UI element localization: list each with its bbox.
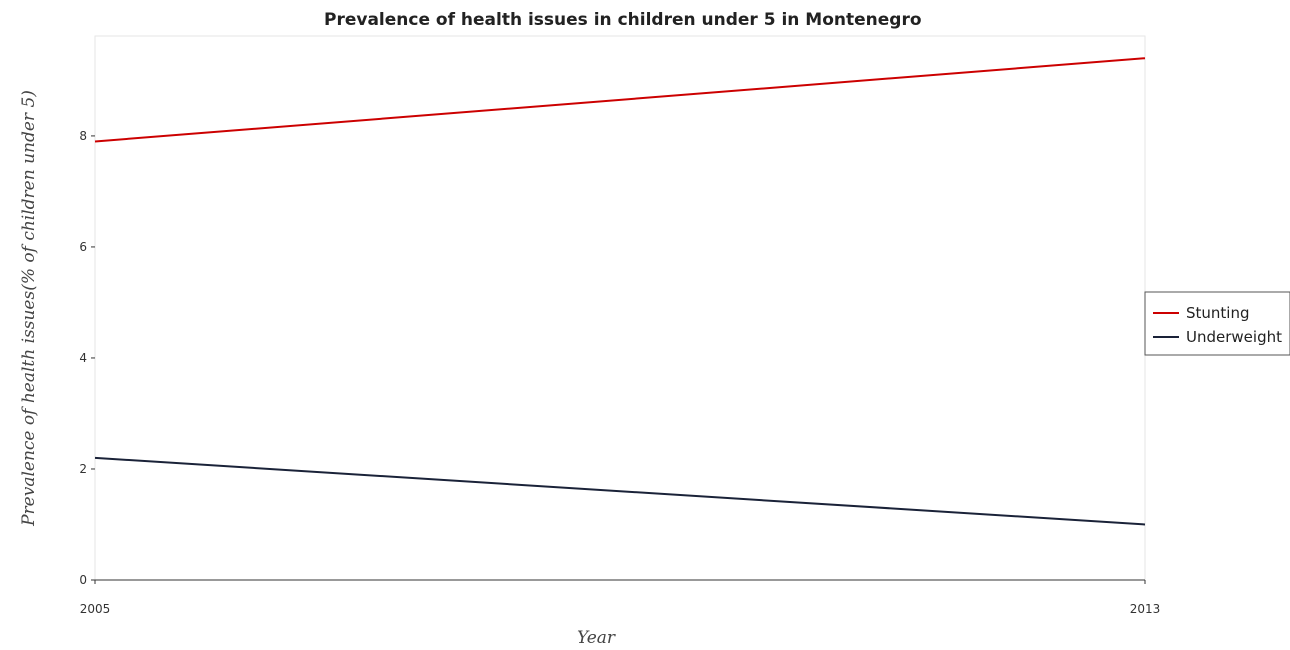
y-tick-label: 6 — [79, 240, 87, 254]
series-lines — [94, 57, 1146, 526]
series-line-underweight — [94, 456, 1146, 526]
legend-label-underweight: Underweight — [1186, 328, 1282, 346]
legend: Stunting Underweight — [1144, 291, 1290, 356]
y-tick-label: 0 — [79, 573, 87, 587]
legend-box — [1144, 291, 1290, 356]
chart-title: Prevalence of health issues in children … — [324, 10, 922, 30]
plot-frame — [94, 35, 1146, 581]
y-axis-label: Prevalence of health issues(% of childre… — [19, 90, 39, 527]
y-tick-label: 4 — [79, 351, 87, 365]
x-tick-label: 2005 — [80, 602, 111, 616]
x-axis-label: Year — [577, 628, 616, 648]
legend-label-stunting: Stunting — [1186, 304, 1250, 322]
series-line-stunting — [94, 57, 1146, 143]
x-ticks: 2005 2013 — [80, 580, 1161, 616]
y-tick-label: 8 — [79, 129, 87, 143]
x-tick-label: 2013 — [1130, 602, 1161, 616]
y-ticks: 0 2 4 6 8 — [79, 129, 95, 587]
y-tick-label: 2 — [79, 462, 87, 476]
